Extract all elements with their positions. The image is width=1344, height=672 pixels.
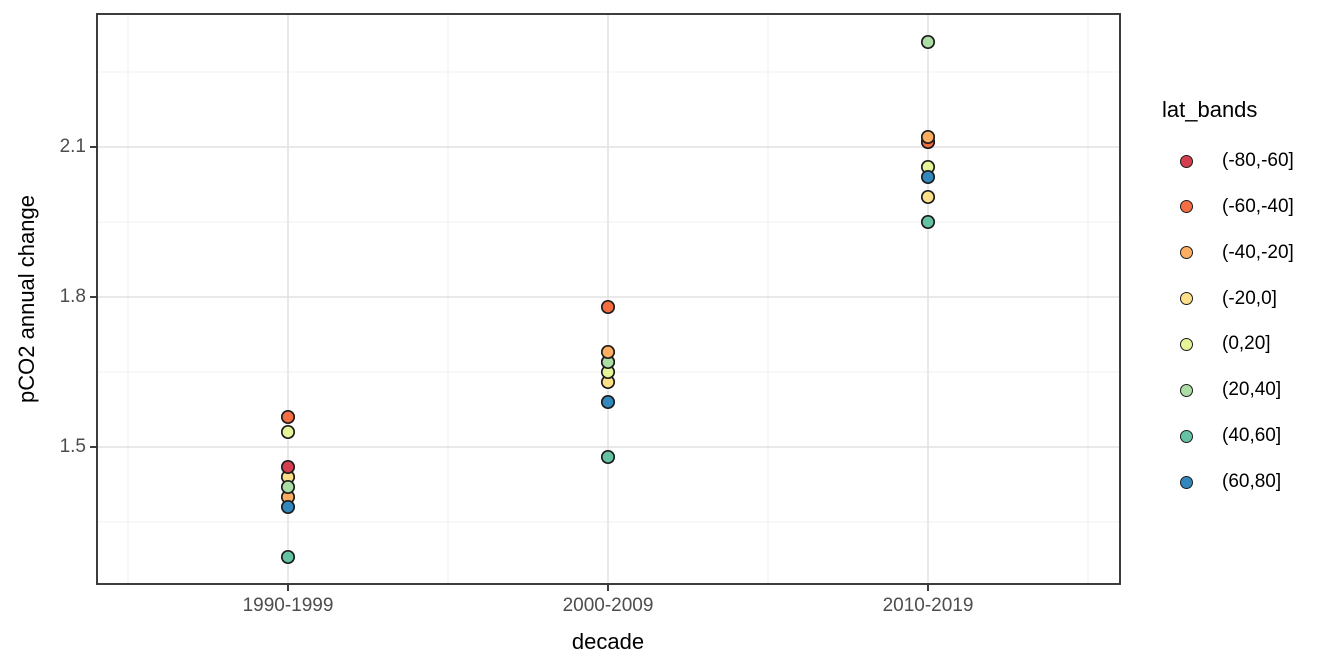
- legend-label-band-20-40: (20,40]: [1222, 379, 1282, 401]
- legend-key-dot-band-20-40: [1180, 383, 1193, 397]
- point-band-20-40-2010-2019: [920, 34, 936, 50]
- legend-key-dot-band-40-60: [1180, 429, 1193, 443]
- point-band-60-40s-2000-2009: [600, 299, 616, 315]
- point-band-80-60s-1990-1999: [280, 459, 296, 475]
- legend-key-dot-band-60-80: [1180, 475, 1193, 489]
- point-band-60-80-2010-2019: [920, 169, 936, 185]
- legend-item-band-0-20: (0,20]: [1180, 330, 1271, 358]
- legend-item-band-80-60s: (-80,-60]: [1180, 147, 1294, 175]
- point-band-40-60-2010-2019: [920, 214, 936, 230]
- y-tick-label-1.5: 1.5: [59, 436, 86, 457]
- point-band-40-60-1990-1999: [280, 549, 296, 565]
- legend-key-dot-band-20-0: [1180, 292, 1193, 306]
- point-band-20-0-2010-2019: [920, 189, 936, 205]
- point-band-60-80-2000-2009: [600, 394, 616, 410]
- x-axis-title: decade: [571, 629, 645, 654]
- y-tick-label-1.8: 1.8: [59, 286, 86, 307]
- legend-item-band-40-20s: (-40,-20]: [1180, 239, 1294, 267]
- x-tick-label-2010-2019: 2010-2019: [882, 595, 974, 616]
- point-band-40-20s-2010-2019: [920, 129, 936, 145]
- legend-item-band-60-40s: (-60,-40]: [1180, 193, 1294, 221]
- legend-label-band-60-40s: (-60,-40]: [1222, 195, 1294, 217]
- point-band-0-20-1990-1999: [280, 424, 296, 440]
- legend-title: lat_bands: [1162, 97, 1258, 122]
- y-tick-label-2.1: 2.1: [59, 136, 86, 157]
- legend-label-band-0-20: (0,20]: [1222, 333, 1271, 355]
- legend-item-band-20-40: (20,40]: [1180, 376, 1281, 404]
- x-tick-label-2000-2009: 2000-2009: [562, 595, 654, 616]
- legend-item-band-40-60: (40,60]: [1180, 422, 1281, 450]
- legend-key-dot-band-0-20: [1180, 337, 1193, 351]
- legend-label-band-60-80: (60,80]: [1222, 471, 1282, 493]
- point-band-60-40s-1990-1999: [280, 409, 296, 425]
- legend-key-dot-band-80-60s: [1180, 154, 1193, 168]
- point-band-40-20s-2000-2009: [600, 344, 616, 360]
- legend-key-dot-band-40-20s: [1180, 246, 1193, 260]
- point-band-40-60-2000-2009: [600, 449, 616, 465]
- legend-label-band-20-0: (-20,0]: [1222, 287, 1277, 309]
- legend-key-dot-band-60-40s: [1180, 200, 1193, 214]
- legend-item-band-20-0: (-20,0]: [1180, 285, 1277, 313]
- legend-item-band-60-80: (60,80]: [1180, 468, 1281, 496]
- x-tick-label-1990-1999: 1990-1999: [242, 595, 334, 616]
- point-band-20-40-1990-1999: [280, 479, 296, 495]
- legend-label-band-80-60s: (-80,-60]: [1222, 150, 1294, 171]
- legend-label-band-40-20s: (-40,-20]: [1222, 241, 1294, 263]
- legend-label-band-40-60: (40,60]: [1222, 425, 1282, 447]
- point-band-60-80-1990-1999: [280, 499, 296, 515]
